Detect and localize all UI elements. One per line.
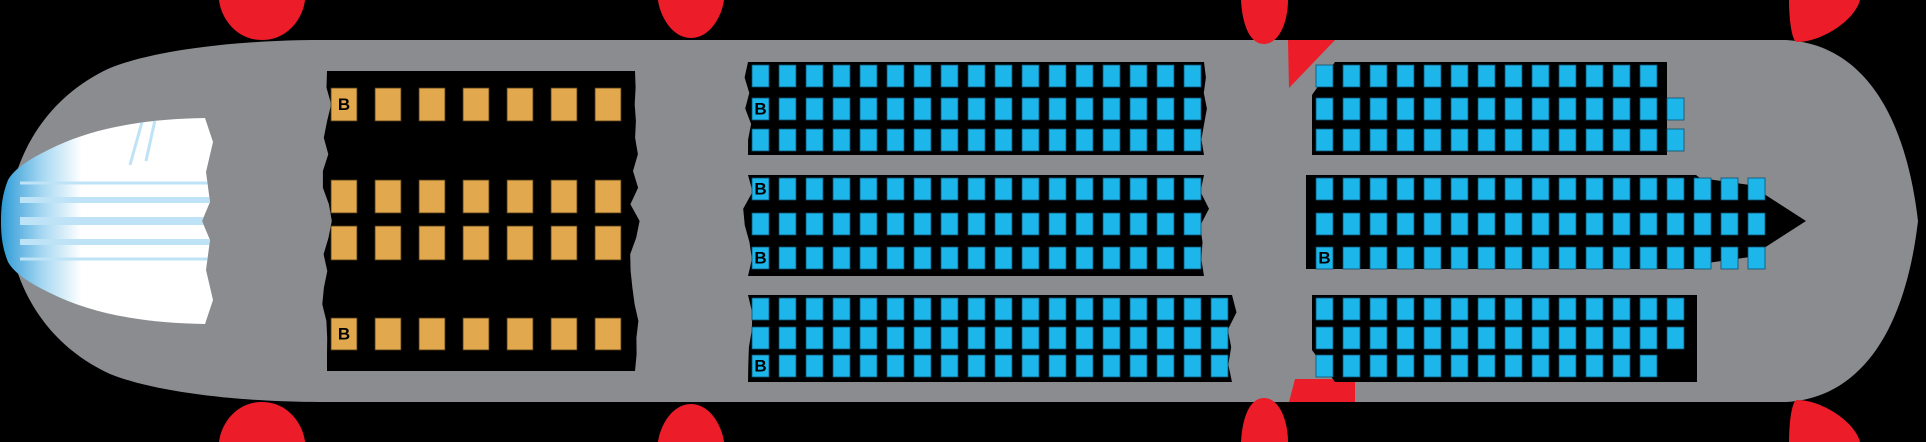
svg-text:B: B xyxy=(754,357,766,376)
svg-text:B: B xyxy=(338,95,350,114)
svg-text:B: B xyxy=(1318,249,1330,268)
svg-text:B: B xyxy=(754,100,766,119)
svg-text:B: B xyxy=(338,325,350,344)
svg-text:B: B xyxy=(754,249,766,268)
svg-text:B: B xyxy=(754,180,766,199)
